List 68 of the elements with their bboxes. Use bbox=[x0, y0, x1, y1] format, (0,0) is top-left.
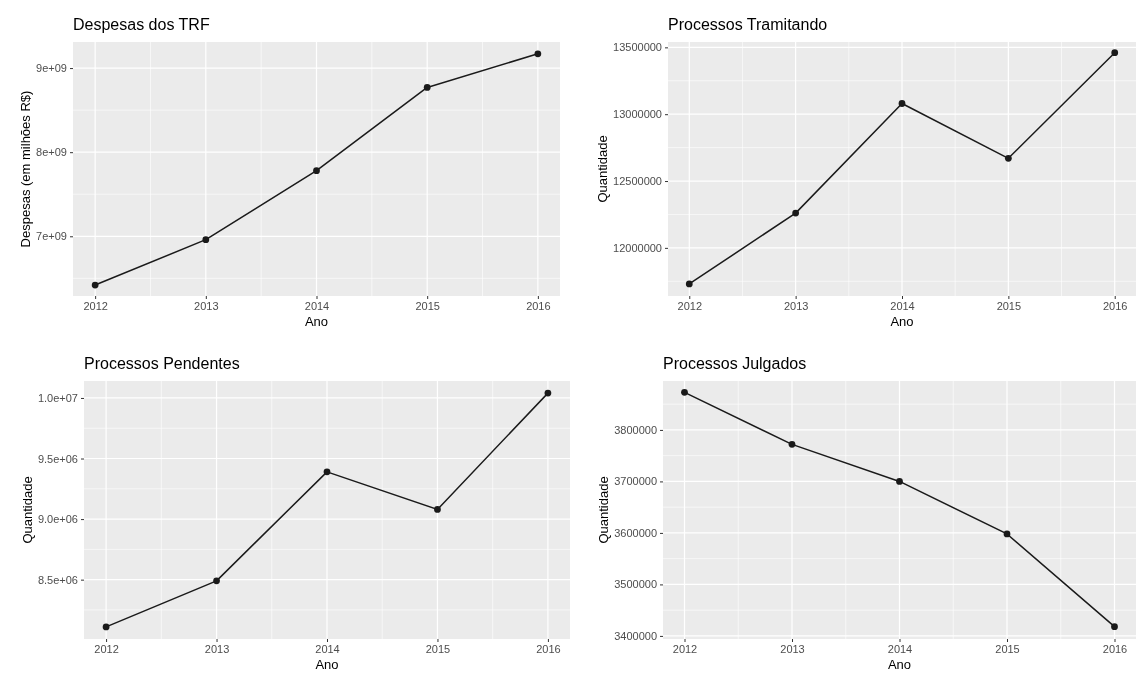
x-tick-label: 2016 bbox=[1102, 642, 1128, 655]
y-tick-label: 3600000 bbox=[614, 526, 657, 539]
y-axis-title: Quantidade bbox=[596, 476, 612, 544]
y-axis-title: Despesas (em milhões R$) bbox=[18, 90, 34, 248]
x-tick-label: 2016 bbox=[536, 642, 561, 655]
y-axis-title: Quantidade bbox=[595, 135, 611, 203]
x-axis-title: Ano bbox=[887, 657, 912, 672]
point bbox=[1111, 49, 1119, 57]
y-tick-label: 9e+09 bbox=[36, 62, 67, 75]
y-tick-label: 1.0e+07 bbox=[37, 391, 78, 404]
point bbox=[792, 209, 800, 217]
y-tick-label: 3400000 bbox=[614, 629, 657, 642]
x-tick-label: 2012 bbox=[94, 642, 119, 655]
x-tick-label: 2014 bbox=[315, 642, 340, 655]
x-tick-label: 2014 bbox=[887, 642, 913, 655]
y-tick-label: 9.5e+06 bbox=[37, 452, 78, 465]
point bbox=[1003, 530, 1011, 538]
y-tick-label: 3700000 bbox=[614, 475, 657, 488]
point bbox=[423, 84, 431, 91]
y-tick-label: 8.5e+06 bbox=[37, 573, 78, 586]
x-tick-label: 2015 bbox=[415, 299, 440, 312]
y-axis-title: Quantidade bbox=[19, 476, 35, 544]
point bbox=[788, 440, 796, 448]
x-tick-label: 2015 bbox=[996, 299, 1022, 312]
point bbox=[544, 389, 552, 397]
x-tick-label: 2013 bbox=[194, 299, 219, 312]
point bbox=[91, 281, 99, 289]
point bbox=[323, 468, 331, 476]
y-tick-label: 12500000 bbox=[613, 175, 662, 188]
y-tick-label: 3500000 bbox=[614, 578, 657, 591]
point bbox=[102, 623, 110, 631]
x-tick-label: 2015 bbox=[425, 642, 451, 655]
point bbox=[685, 280, 693, 288]
point bbox=[1004, 154, 1012, 162]
point bbox=[898, 100, 906, 107]
chart-title: Despesas dos TRF bbox=[73, 16, 210, 33]
y-tick-label: 12000000 bbox=[613, 241, 662, 254]
point bbox=[202, 236, 210, 244]
y-tick-label: 7e+09 bbox=[36, 230, 67, 243]
point bbox=[681, 388, 688, 396]
chart-title: Processos Tramitando bbox=[668, 16, 828, 33]
chart-title: Processos Julgados bbox=[663, 355, 807, 372]
point bbox=[434, 506, 441, 513]
y-tick-label: 3800000 bbox=[614, 423, 657, 436]
x-tick-label: 2012 bbox=[677, 299, 703, 312]
y-tick-label: 13000000 bbox=[613, 108, 662, 121]
chart-title: Processos Pendentes bbox=[84, 355, 240, 372]
y-tick-label: 8e+09 bbox=[36, 146, 67, 159]
x-tick-label: 2016 bbox=[526, 299, 551, 312]
x-tick-label: 2016 bbox=[1102, 299, 1128, 312]
point bbox=[213, 577, 220, 585]
x-tick-label: 2013 bbox=[204, 642, 230, 655]
point bbox=[896, 478, 903, 485]
x-tick-label: 2013 bbox=[780, 642, 805, 655]
x-tick-label: 2013 bbox=[783, 299, 809, 312]
point bbox=[534, 50, 542, 58]
x-tick-label: 2014 bbox=[890, 299, 915, 312]
x-axis-title: Ano bbox=[304, 314, 329, 329]
x-tick-label: 2015 bbox=[995, 642, 1020, 655]
x-tick-label: 2014 bbox=[304, 299, 330, 312]
y-tick-label: 9.0e+06 bbox=[37, 513, 78, 526]
point bbox=[1111, 623, 1118, 631]
x-axis-title: Ano bbox=[315, 657, 339, 672]
point bbox=[313, 167, 320, 175]
x-tick-label: 2012 bbox=[672, 642, 698, 655]
x-axis-title: Ano bbox=[890, 314, 914, 329]
y-tick-label: 13500000 bbox=[613, 41, 662, 54]
x-tick-label: 2012 bbox=[83, 299, 108, 312]
